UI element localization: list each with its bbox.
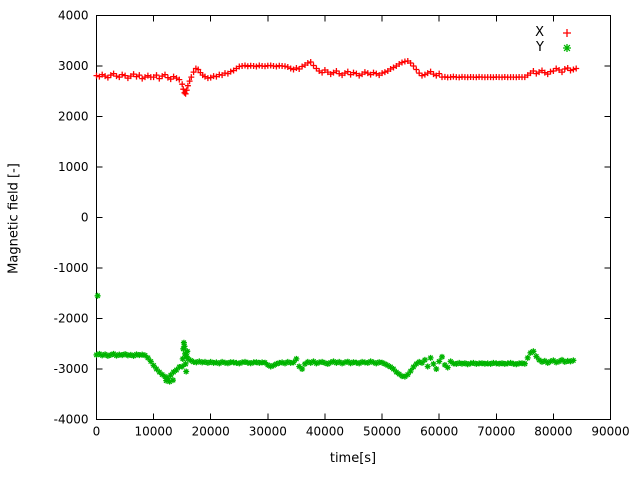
x-tick-label: 40000	[306, 425, 344, 439]
y-tick-label: 4000	[58, 9, 89, 23]
series-y-points	[93, 292, 577, 385]
tick-labels: 0 10000 20000 30000 40000 50000 60000 70000 8000…	[54, 9, 630, 439]
x-tick-label: 90000	[591, 425, 629, 439]
x-tick-label: 20000	[192, 425, 230, 439]
legend-label-y: Y	[536, 40, 544, 55]
legend-marker-x-plus-icon	[554, 26, 580, 40]
legend-label-x: X	[535, 25, 544, 40]
x-tick-label: 10000	[135, 425, 173, 439]
y-tick-label: -1000	[54, 261, 89, 275]
x-tick-label: 30000	[249, 425, 287, 439]
x-tick-label: 50000	[363, 425, 401, 439]
legend: X Y	[480, 25, 580, 55]
series-x-points	[93, 58, 580, 97]
y-tick-label: -4000	[54, 413, 89, 427]
x-tick-label: 0	[93, 425, 101, 439]
x-tick-label: 80000	[534, 425, 572, 439]
legend-entry-x: X	[480, 25, 580, 40]
y-tick-label: -2000	[54, 312, 89, 326]
legend-sample-asterisk-icon	[563, 43, 571, 52]
y-axis-label: Magnetic field [-]	[6, 163, 22, 274]
y-tick-label: 0	[81, 211, 89, 225]
legend-entry-y: Y	[480, 40, 580, 55]
legend-sample-plus-icon	[563, 28, 571, 37]
y-tick-label: 2000	[58, 110, 89, 124]
legend-marker-y-asterisk-icon	[554, 41, 580, 55]
axis-ticks	[96, 15, 611, 420]
x-axis-label: time[s]	[329, 451, 377, 466]
y-tick-label: 3000	[58, 59, 89, 73]
y-tick-label: 1000	[58, 160, 89, 174]
y-tick-label: -3000	[54, 362, 89, 376]
x-tick-label: 70000	[477, 425, 515, 439]
x-tick-label: 60000	[420, 425, 458, 439]
